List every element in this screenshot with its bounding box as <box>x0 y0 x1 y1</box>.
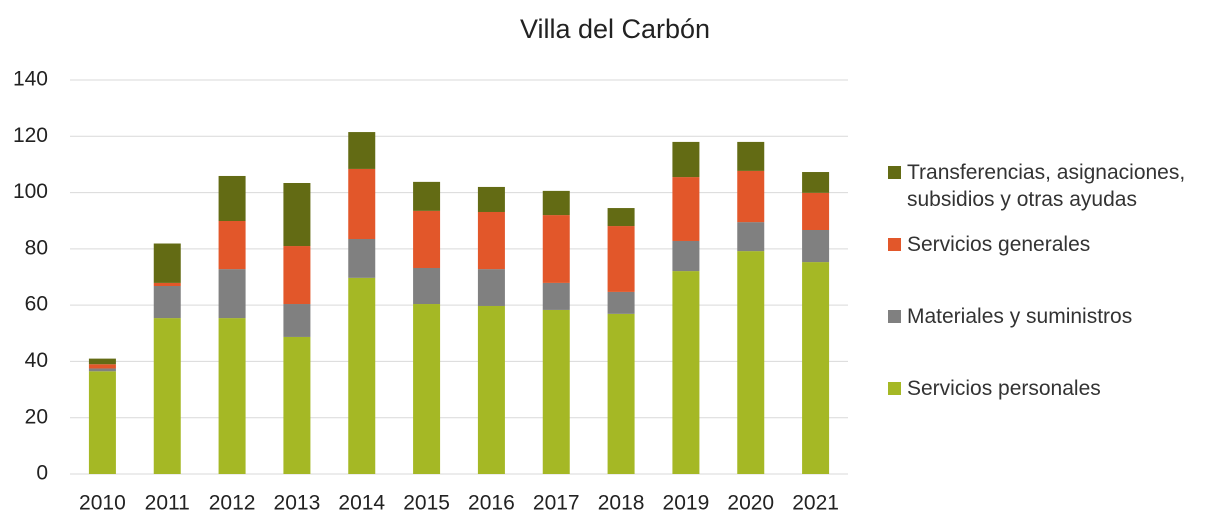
x-tick-label: 2013 <box>274 492 321 515</box>
x-tick-label: 2017 <box>533 492 580 515</box>
bar-segment <box>218 269 246 319</box>
bar-segment <box>218 318 246 474</box>
bar-segment <box>477 305 505 474</box>
bar-segment <box>672 141 700 178</box>
x-tick-label: 2020 <box>727 492 774 515</box>
bar-segment <box>737 170 765 223</box>
x-tick-label: 2016 <box>468 492 515 515</box>
legend-item: Transferencias, asignaciones, subsidios … <box>888 159 1208 213</box>
y-tick-label: 100 <box>13 180 48 203</box>
bar-segment <box>348 277 376 474</box>
x-tick-label: 2019 <box>663 492 710 515</box>
bar-segment <box>542 190 570 216</box>
legend-swatch <box>888 238 901 251</box>
legend-item: Servicios personales <box>888 375 1208 402</box>
bar-segment <box>88 371 116 474</box>
bar-segment <box>153 282 181 287</box>
bar-segment <box>88 368 116 372</box>
bar-segment <box>477 186 505 212</box>
bar-segment <box>607 208 635 227</box>
bar-segment <box>348 239 376 278</box>
x-tick-label: 2015 <box>403 492 450 515</box>
bar-segment <box>672 271 700 474</box>
bar-segment <box>607 313 635 474</box>
bar-segment <box>283 304 311 337</box>
y-tick-label: 20 <box>25 405 48 428</box>
x-tick-label: 2014 <box>338 492 385 515</box>
bar-segment <box>413 267 441 305</box>
bar-segment <box>283 336 311 474</box>
bar-segment <box>737 251 765 474</box>
x-tick-label: 2021 <box>792 492 839 515</box>
y-tick-label: 0 <box>36 462 48 485</box>
legend-item: Servicios generales <box>888 231 1208 258</box>
bar-segment <box>413 210 441 268</box>
bar-segment <box>542 215 570 283</box>
bar-segment <box>283 183 311 247</box>
y-tick-label: 40 <box>25 349 48 372</box>
bar-segment <box>88 364 116 369</box>
bar-segment <box>348 168 376 240</box>
bar-segment <box>218 220 246 270</box>
bar-segment <box>802 192 830 231</box>
bar-segment <box>413 304 441 474</box>
bar-segment <box>607 291 635 314</box>
chart-title: Villa del Carbón <box>520 14 710 44</box>
bar-segment <box>672 240 700 272</box>
y-tick-label: 140 <box>13 68 48 91</box>
bar-segment <box>542 309 570 474</box>
bar-segment <box>413 181 441 211</box>
legend-label: Transferencias, asignaciones, subsidios … <box>907 161 1186 211</box>
x-tick-label: 2011 <box>145 492 190 515</box>
bar-segment <box>477 269 505 306</box>
legend-label: Servicios generales <box>907 233 1091 256</box>
x-tick-label: 2010 <box>79 492 126 515</box>
bar-segment <box>348 132 376 169</box>
bar-segment <box>88 358 116 365</box>
bar-segment <box>153 243 181 283</box>
legend-swatch <box>888 310 901 323</box>
bar-segment <box>672 177 700 241</box>
legend-label: Materiales y suministros <box>907 305 1133 328</box>
x-tick-label: 2012 <box>209 492 256 515</box>
legend-swatch <box>888 382 901 395</box>
bar-segment <box>737 141 765 171</box>
legend-swatch <box>888 166 901 179</box>
bar-segment <box>283 246 311 305</box>
y-tick-label: 60 <box>25 293 48 316</box>
bar-segment <box>153 318 181 474</box>
bar-segment <box>477 211 505 270</box>
bar-segment <box>737 222 765 252</box>
bar-segment <box>802 230 830 263</box>
bar-segment <box>218 175 246 221</box>
y-tick-label: 80 <box>25 236 48 259</box>
bar-segment <box>153 286 181 319</box>
legend-label: Servicios personales <box>907 377 1101 400</box>
bar-segment <box>802 172 830 193</box>
legend-item: Materiales y suministros <box>888 303 1208 330</box>
y-tick-label: 120 <box>13 124 48 147</box>
bar-segment <box>542 282 570 310</box>
bar-segment <box>802 262 830 474</box>
bar-segment <box>607 226 635 292</box>
x-tick-label: 2018 <box>598 492 645 515</box>
